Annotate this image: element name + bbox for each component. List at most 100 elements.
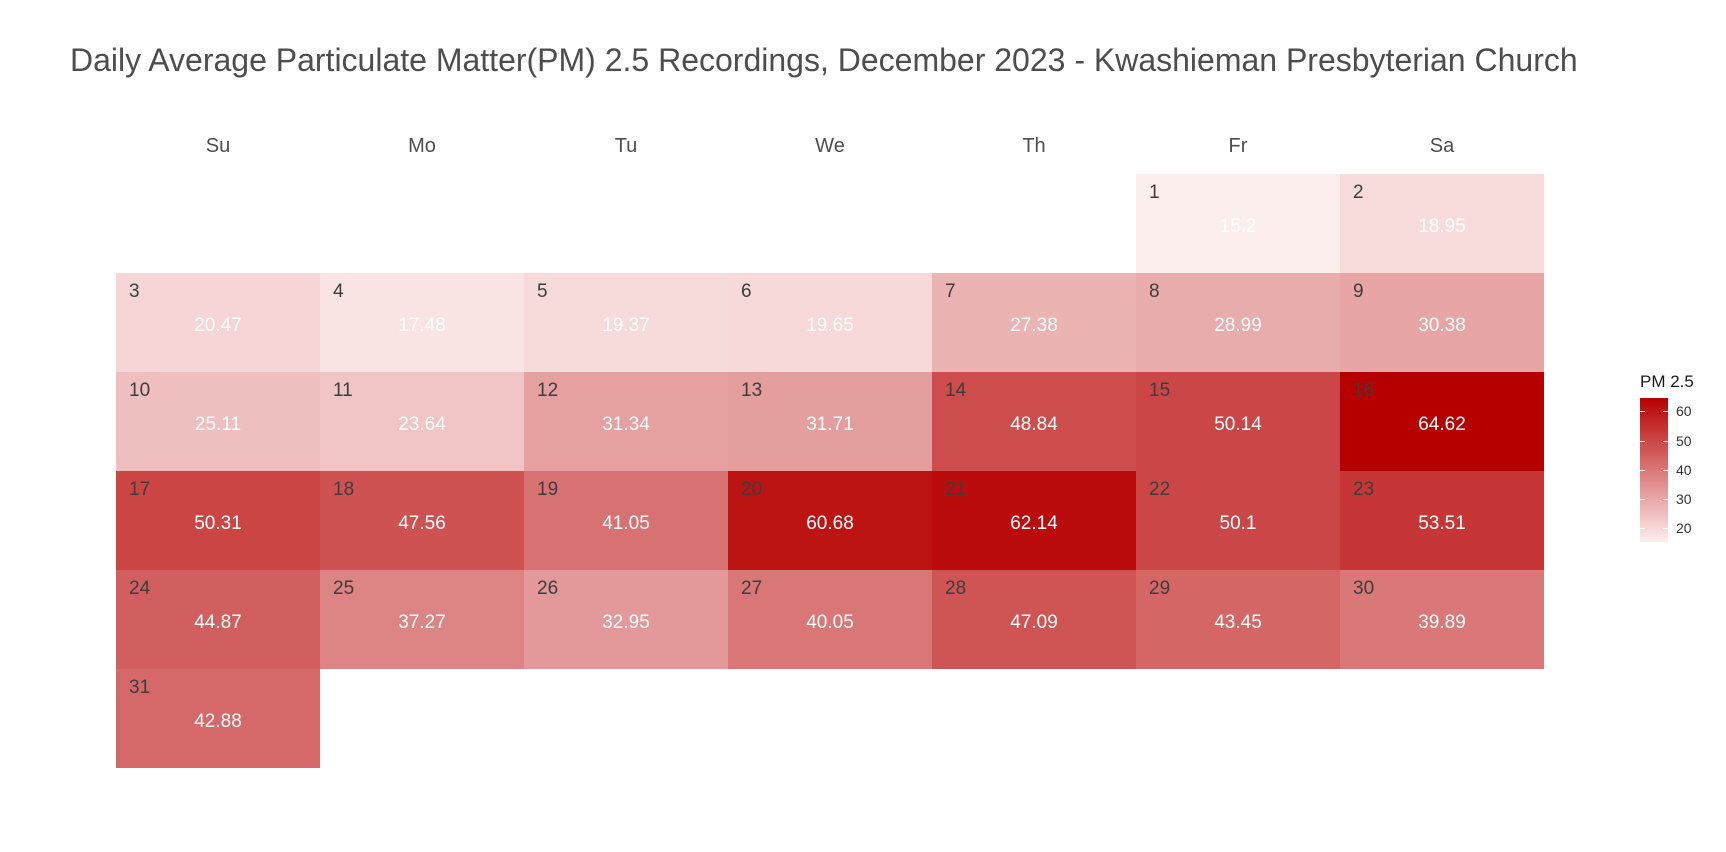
day-cell-fill <box>1340 372 1544 471</box>
day-cell-18: 18 47.56 <box>320 471 524 570</box>
legend-tick-mark <box>1663 528 1668 529</box>
day-number: 6 <box>741 281 752 302</box>
legend-tick-mark <box>1640 498 1645 500</box>
legend-colorbar: 20 30 40 50 60 <box>1640 398 1692 542</box>
day-cell-6: 619.65 <box>728 273 932 372</box>
day-number: 24 <box>129 578 151 599</box>
calendar-cells: 115.2218.95320.47417.48519.37619.65727.3… <box>116 174 1544 768</box>
day-number: 9 <box>1353 281 1364 302</box>
day-cell-26: 26 32.95 <box>524 570 728 669</box>
day-cell-fill <box>1340 174 1544 273</box>
day-cell-30: 30 39.89 <box>1340 570 1544 669</box>
day-cell-fill <box>524 471 728 570</box>
day-value-label: 18.95 <box>1418 216 1466 237</box>
day-value-label: 47.09 <box>1010 612 1058 633</box>
day-value-label: 53.51 <box>1418 513 1466 534</box>
day-cell-fill <box>320 570 524 669</box>
day-cell-fill <box>728 471 932 570</box>
day-cell-4: 417.48 <box>320 273 524 372</box>
day-cell-fill <box>1340 471 1544 570</box>
day-number: 7 <box>945 281 956 302</box>
day-number: 16 <box>1353 380 1374 401</box>
weekday-label-tu: Tu <box>615 135 638 157</box>
day-cell-19: 19 41.05 <box>524 471 728 570</box>
day-cell-9: 930.38 <box>1340 273 1544 372</box>
legend-tick-mark <box>1663 411 1668 413</box>
legend-tick-mark <box>1640 528 1645 529</box>
day-value-label: 19.65 <box>806 315 854 336</box>
day-value-label: 44.87 <box>194 612 242 633</box>
legend-tick-label: 60 <box>1676 403 1692 420</box>
day-cell-13: 13 31.71 <box>728 372 932 471</box>
day-number: 5 <box>537 281 548 302</box>
day-number: 13 <box>741 380 762 401</box>
day-cell-8: 828.99 <box>1136 273 1340 372</box>
legend-tick-mark <box>1663 469 1668 471</box>
day-value-label: 31.71 <box>806 414 854 435</box>
day-value-label: 23.64 <box>398 414 446 435</box>
day-cell-3: 320.47 <box>116 273 320 372</box>
day-number: 31 <box>129 677 150 698</box>
legend-tick-mark <box>1640 411 1645 413</box>
legend-tick-mark <box>1640 440 1645 442</box>
day-value-label: 17.48 <box>398 315 446 336</box>
day-number: 3 <box>129 281 140 302</box>
day-number: 25 <box>333 578 354 599</box>
day-value-label: 28.99 <box>1214 315 1262 336</box>
day-number: 20 <box>741 479 762 500</box>
day-cell-fill <box>524 570 728 669</box>
day-value-label: 25.11 <box>195 414 241 435</box>
day-cell-1: 115.2 <box>1136 174 1340 273</box>
day-cell-fill <box>728 570 932 669</box>
weekday-label-we: We <box>815 135 845 157</box>
legend-tick-mark <box>1663 440 1668 442</box>
day-cell-fill <box>1136 471 1340 570</box>
weekday-header-row: Su Mo Tu We Th Fr Sa <box>206 135 1455 157</box>
day-value-label: 62.14 <box>1010 513 1058 534</box>
day-value-label: 42.88 <box>194 711 242 732</box>
weekday-label-sa: Sa <box>1430 135 1455 157</box>
weekday-label-mo: Mo <box>408 135 436 157</box>
day-cell-fill <box>932 471 1136 570</box>
day-cell-12: 12 31.34 <box>524 372 728 471</box>
day-value-label: 40.05 <box>806 612 854 633</box>
day-cell-fill <box>320 372 524 471</box>
day-cell-fill <box>1136 273 1340 372</box>
day-number: 12 <box>537 380 558 401</box>
day-number: 15 <box>1149 380 1170 401</box>
legend-tick-label: 50 <box>1676 432 1692 449</box>
day-value-label: 31.34 <box>602 414 650 435</box>
day-value-label: 48.84 <box>1010 414 1058 435</box>
day-number: 2 <box>1353 182 1364 203</box>
day-value-label: 30.38 <box>1418 315 1466 336</box>
day-value-label: 39.89 <box>1418 612 1466 633</box>
day-cell-5: 519.37 <box>524 273 728 372</box>
day-number: 18 <box>333 479 354 500</box>
day-value-label: 50.14 <box>1214 414 1262 435</box>
day-value-label: 32.95 <box>602 612 650 633</box>
day-value-label: 64.62 <box>1418 414 1466 435</box>
day-number: 17 <box>129 479 150 500</box>
day-cell-7: 727.38 <box>932 273 1136 372</box>
day-cell-28: 28 47.09 <box>932 570 1136 669</box>
day-number: 14 <box>945 380 967 401</box>
legend-title: PM 2.5 <box>1640 372 1694 391</box>
day-number: 28 <box>945 578 966 599</box>
day-value-label: 60.68 <box>806 513 854 534</box>
day-cell-16: 16 64.62 <box>1340 372 1544 471</box>
day-cell-fill <box>116 273 320 372</box>
day-cell-fill <box>1340 273 1544 372</box>
day-number: 8 <box>1149 281 1160 302</box>
day-value-label: 43.45 <box>1214 612 1262 633</box>
day-value-label: 47.56 <box>398 513 446 534</box>
day-cell-fill <box>1136 372 1340 471</box>
day-cell-fill <box>1136 570 1340 669</box>
day-cell-2: 218.95 <box>1340 174 1544 273</box>
day-cell-22: 22 50.1 <box>1136 471 1340 570</box>
day-value-label: 50.31 <box>194 513 242 534</box>
day-number: 23 <box>1353 479 1374 500</box>
color-legend: PM 2.5 20 30 40 50 60 <box>1640 372 1694 542</box>
day-value-label: 50.1 <box>1220 513 1257 534</box>
legend-tick-mark <box>1640 469 1645 471</box>
day-cell-fill <box>932 273 1136 372</box>
